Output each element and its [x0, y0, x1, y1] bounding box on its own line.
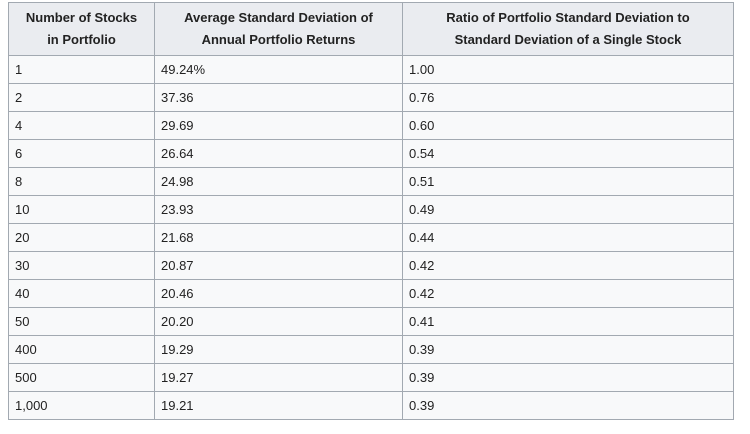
cell-ratio: 0.42 [402, 279, 734, 308]
header-average-std-dev: Average Standard Deviation of Annual Por… [154, 2, 403, 56]
table-row: 500 19.27 0.39 [8, 363, 734, 392]
cell-ratio: 0.39 [402, 391, 734, 420]
cell-ratio: 0.42 [402, 251, 734, 280]
header-ratio: Ratio of Portfolio Standard Deviation to… [402, 2, 734, 56]
table-row: 1 49.24% 1.00 [8, 55, 734, 84]
table-row: 10 23.93 0.49 [8, 195, 734, 224]
portfolio-risk-table: Number of Stocks in Portfolio Average St… [8, 2, 734, 420]
cell-number-of-stocks: 50 [8, 307, 155, 336]
table-row: 50 20.20 0.41 [8, 307, 734, 336]
cell-ratio: 0.39 [402, 335, 734, 364]
header-line: Standard Deviation of a Single Stock [454, 32, 682, 47]
table-row: 30 20.87 0.42 [8, 251, 734, 280]
table-row: 1,000 19.21 0.39 [8, 391, 734, 420]
cell-number-of-stocks: 40 [8, 279, 155, 308]
cell-average-std-dev: 21.68 [154, 223, 403, 252]
cell-number-of-stocks: 30 [8, 251, 155, 280]
cell-number-of-stocks: 4 [8, 111, 155, 140]
cell-ratio: 0.39 [402, 363, 734, 392]
cell-number-of-stocks: 6 [8, 139, 155, 168]
cell-number-of-stocks: 500 [8, 363, 155, 392]
cell-average-std-dev: 37.36 [154, 83, 403, 112]
cell-average-std-dev: 26.64 [154, 139, 403, 168]
cell-number-of-stocks: 20 [8, 223, 155, 252]
header-line: in Portfolio [47, 32, 116, 47]
cell-ratio: 0.60 [402, 111, 734, 140]
header-number-of-stocks: Number of Stocks in Portfolio [8, 2, 155, 56]
cell-ratio: 0.49 [402, 195, 734, 224]
cell-ratio: 0.54 [402, 139, 734, 168]
cell-average-std-dev: 20.20 [154, 307, 403, 336]
table-body: 1 49.24% 1.00 2 37.36 0.76 4 29.69 0.60 6 26.64 0.5… [8, 55, 734, 420]
cell-number-of-stocks: 1 [8, 55, 155, 84]
header-line: Average Standard Deviation of [184, 10, 373, 25]
cell-ratio: 0.44 [402, 223, 734, 252]
table-row: 20 21.68 0.44 [8, 223, 734, 252]
cell-ratio: 0.76 [402, 83, 734, 112]
table-header: Number of Stocks in Portfolio Average St… [8, 2, 734, 56]
cell-average-std-dev: 23.93 [154, 195, 403, 224]
cell-ratio: 0.41 [402, 307, 734, 336]
cell-average-std-dev: 19.27 [154, 363, 403, 392]
cell-average-std-dev: 20.46 [154, 279, 403, 308]
header-line: Annual Portfolio Returns [201, 32, 356, 47]
table-row: 8 24.98 0.51 [8, 167, 734, 196]
cell-ratio: 1.00 [402, 55, 734, 84]
table-row: 2 37.36 0.76 [8, 83, 734, 112]
table-row: 40 20.46 0.42 [8, 279, 734, 308]
cell-average-std-dev: 19.29 [154, 335, 403, 364]
cell-average-std-dev: 20.87 [154, 251, 403, 280]
table-row: 6 26.64 0.54 [8, 139, 734, 168]
cell-number-of-stocks: 400 [8, 335, 155, 364]
cell-number-of-stocks: 2 [8, 83, 155, 112]
cell-average-std-dev: 19.21 [154, 391, 403, 420]
cell-average-std-dev: 29.69 [154, 111, 403, 140]
table-row: 4 29.69 0.60 [8, 111, 734, 140]
header-row: Number of Stocks in Portfolio Average St… [8, 2, 734, 56]
header-line: Number of Stocks [25, 10, 138, 25]
table-row: 400 19.29 0.39 [8, 335, 734, 364]
header-line: Ratio of Portfolio Standard Deviation to [446, 10, 690, 25]
portfolio-table-container: Number of Stocks in Portfolio Average St… [8, 2, 734, 420]
cell-number-of-stocks: 8 [8, 167, 155, 196]
cell-number-of-stocks: 10 [8, 195, 155, 224]
cell-average-std-dev: 24.98 [154, 167, 403, 196]
cell-number-of-stocks: 1,000 [8, 391, 155, 420]
cell-average-std-dev: 49.24% [154, 55, 403, 84]
cell-ratio: 0.51 [402, 167, 734, 196]
